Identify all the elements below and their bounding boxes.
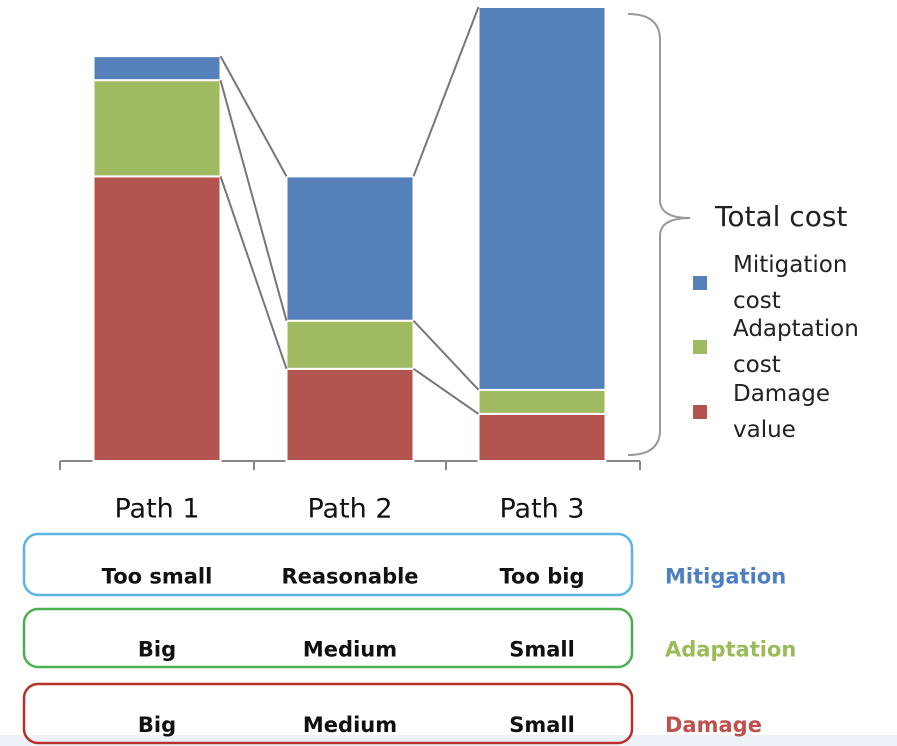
connector (219, 79, 288, 321)
x-tick-label: Path 3 (499, 494, 584, 525)
legend-label: Mitigation cost (733, 252, 847, 314)
row-box (22, 532, 634, 597)
row-cell: Big (138, 637, 176, 661)
bar-segment (92, 55, 222, 82)
row-cell: Reasonable (281, 564, 418, 588)
row-label: Mitigation (665, 564, 786, 588)
legend-title: Total cost (714, 200, 847, 233)
row-cell: Small (509, 637, 575, 661)
x-tick-label: Path 1 (114, 494, 199, 525)
connector (219, 176, 288, 370)
brace (627, 13, 691, 456)
row-cell: Medium (303, 637, 397, 661)
bar-segment (92, 79, 222, 178)
bar-segment (285, 319, 415, 370)
row-box (22, 682, 634, 745)
row-label: Adaptation (665, 637, 796, 661)
connector (412, 367, 480, 415)
connector (412, 6, 480, 177)
legend-swatch (693, 276, 707, 290)
bar-segment (477, 388, 607, 415)
legend-swatch (693, 340, 707, 354)
bar-segment (285, 175, 415, 322)
bar-segment (477, 6, 607, 391)
connector (412, 320, 480, 391)
row-cell: Medium (303, 713, 397, 737)
bar-segment (92, 175, 222, 463)
row-box (22, 607, 634, 669)
connector (219, 55, 288, 177)
bar-segment (477, 412, 607, 462)
footer-band (0, 735, 897, 746)
row-cell: Small (509, 713, 575, 737)
legend-label: Damage value (733, 381, 830, 443)
row-cell: Too big (500, 564, 585, 588)
row-cell: Big (138, 713, 176, 737)
x-tick-label: Path 2 (307, 494, 392, 525)
row-label: Damage (665, 713, 762, 737)
legend-label: Adaptation cost (733, 316, 859, 378)
row-cell: Too small (102, 564, 213, 588)
bar-segment (285, 367, 415, 462)
legend-swatch (693, 405, 707, 419)
